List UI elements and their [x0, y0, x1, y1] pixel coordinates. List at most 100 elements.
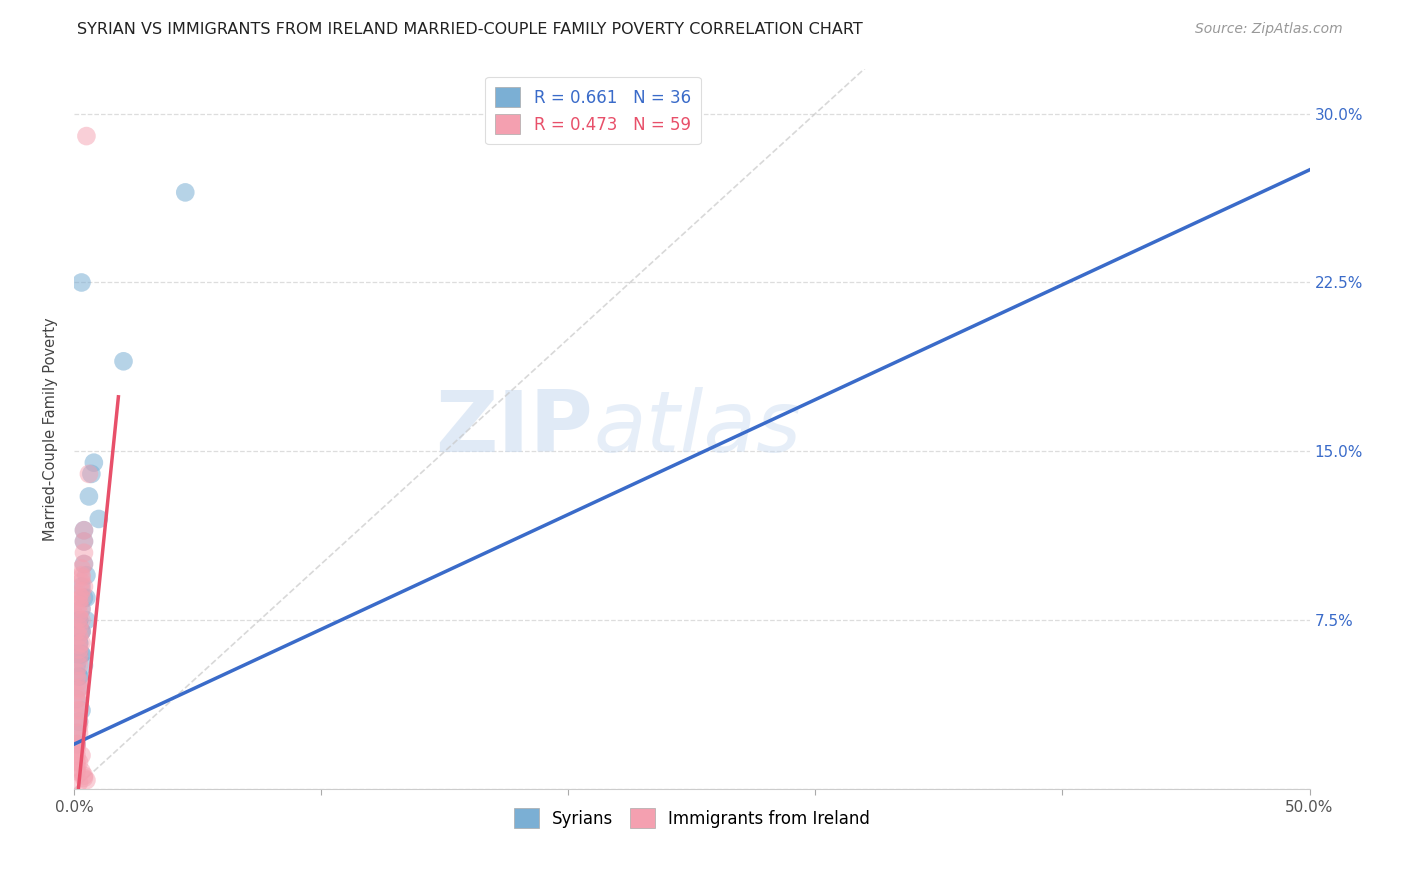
Y-axis label: Married-Couple Family Poverty: Married-Couple Family Poverty — [44, 317, 58, 541]
Point — [67, 620, 90, 634]
Point — [70, 574, 93, 589]
Point — [67, 613, 90, 627]
Point — [67, 593, 90, 607]
Point — [73, 546, 96, 560]
Point — [65, 624, 87, 639]
Point — [67, 683, 90, 698]
Point — [65, 726, 87, 740]
Point — [67, 629, 90, 643]
Point — [67, 670, 90, 684]
Point — [70, 636, 93, 650]
Point — [67, 613, 90, 627]
Point — [70, 570, 93, 584]
Point — [65, 741, 87, 756]
Point — [67, 598, 90, 612]
Point — [65, 670, 87, 684]
Point — [67, 611, 90, 625]
Point — [67, 638, 90, 652]
Text: SYRIAN VS IMMIGRANTS FROM IRELAND MARRIED-COUPLE FAMILY POVERTY CORRELATION CHAR: SYRIAN VS IMMIGRANTS FROM IRELAND MARRIE… — [77, 22, 863, 37]
Point — [67, 636, 90, 650]
Point — [80, 467, 103, 481]
Point — [67, 647, 90, 661]
Point — [65, 764, 87, 779]
Point — [73, 580, 96, 594]
Point — [73, 534, 96, 549]
Point — [67, 674, 90, 689]
Point — [67, 681, 90, 695]
Point — [70, 647, 93, 661]
Point — [73, 523, 96, 537]
Point — [70, 584, 93, 599]
Point — [67, 607, 90, 621]
Point — [70, 561, 93, 575]
Point — [75, 568, 97, 582]
Point — [73, 771, 96, 785]
Point — [67, 726, 90, 740]
Point — [83, 456, 105, 470]
Point — [73, 591, 96, 605]
Point — [70, 703, 93, 717]
Point — [65, 647, 87, 661]
Point — [70, 591, 93, 605]
Text: Source: ZipAtlas.com: Source: ZipAtlas.com — [1195, 22, 1343, 37]
Text: atlas: atlas — [593, 387, 801, 470]
Point — [70, 276, 93, 290]
Point — [77, 467, 100, 481]
Point — [65, 737, 87, 751]
Point — [67, 681, 90, 695]
Point — [67, 589, 90, 603]
Point — [67, 642, 90, 657]
Point — [65, 658, 87, 673]
Point — [70, 602, 93, 616]
Point — [112, 354, 135, 368]
Point — [70, 764, 93, 779]
Point — [67, 651, 90, 665]
Point — [73, 769, 96, 783]
Point — [70, 748, 93, 763]
Point — [75, 773, 97, 788]
Point — [65, 732, 87, 747]
Point — [70, 580, 93, 594]
Point — [67, 714, 90, 729]
Point — [73, 557, 96, 571]
Point — [67, 714, 90, 729]
Point — [65, 692, 87, 706]
Point — [70, 624, 93, 639]
Point — [70, 613, 93, 627]
Point — [73, 557, 96, 571]
Point — [77, 490, 100, 504]
Point — [67, 755, 90, 769]
Point — [65, 760, 87, 774]
Point — [70, 602, 93, 616]
Point — [75, 613, 97, 627]
Point — [73, 523, 96, 537]
Point — [65, 692, 87, 706]
Point — [67, 636, 90, 650]
Point — [65, 755, 87, 769]
Point — [73, 658, 96, 673]
Point — [65, 737, 87, 751]
Point — [67, 775, 90, 789]
Point — [70, 568, 93, 582]
Point — [70, 647, 93, 661]
Point — [73, 534, 96, 549]
Point — [65, 710, 87, 724]
Point — [174, 186, 197, 200]
Point — [65, 688, 87, 702]
Point — [67, 703, 90, 717]
Point — [67, 670, 90, 684]
Point — [70, 624, 93, 639]
Point — [65, 737, 87, 751]
Point — [87, 512, 110, 526]
Point — [67, 697, 90, 711]
Point — [75, 591, 97, 605]
Point — [70, 624, 93, 639]
Point — [75, 129, 97, 144]
Point — [67, 647, 90, 661]
Point — [65, 665, 87, 679]
Point — [65, 748, 87, 763]
Legend: Syrians, Immigrants from Ireland: Syrians, Immigrants from Ireland — [508, 801, 877, 835]
Text: ZIP: ZIP — [436, 387, 593, 470]
Point — [67, 719, 90, 733]
Point — [67, 658, 90, 673]
